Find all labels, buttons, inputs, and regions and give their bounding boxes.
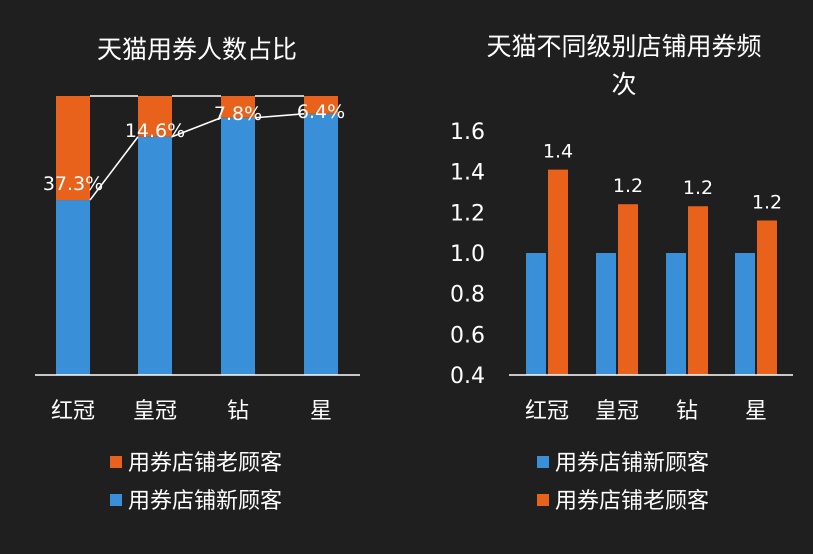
chart2-bar-old-0 [548,169,568,375]
chart2-y-tick-3: 1.0 [450,242,485,267]
chart1-data-label-2: 7.8% [214,103,262,125]
chart1-bar-old-2 [221,96,255,118]
chart2-data-label-1: 1.2 [613,175,643,197]
chart2-data-label-2: 1.2 [683,177,713,199]
chart1-connector-new-0 [89,136,139,201]
chart1-bar-new-3 [304,113,338,375]
chart1-legend-label-0: 用券店铺老顾客 [128,451,282,476]
chart2-bar-old-2 [688,206,708,375]
chart2-legend-swatch-1 [537,494,549,506]
chart1-legend-swatch-0 [110,456,122,468]
chart2-bar-old-1 [618,204,638,375]
chart1-x-tick-2: 钻 [227,399,249,424]
chart2-data-label-0: 1.4 [543,141,573,163]
chart2-bar-new-0 [526,253,546,375]
chart1-legend-swatch-1 [110,494,122,506]
chart2-data-label-3: 1.2 [752,191,782,213]
chart1-data-label-0: 37.3% [43,173,103,195]
chart1-x-tick-0: 红冠 [51,399,95,424]
chart2-y-tick-2: 0.8 [450,283,485,308]
chart1-data-label-3: 6.4% [297,101,345,123]
chart1-bar-new-1 [138,136,172,375]
chart1-legend-label-1: 用券店铺新顾客 [128,489,282,514]
chart1-x-tick-3: 星 [310,399,332,424]
chart2-x-tick-3: 星 [745,399,767,424]
chart2-bar-old-3 [757,220,777,375]
chart1-bar-new-0 [56,200,90,375]
chart1-bar-old-1 [138,96,172,137]
chart2-y-tick-5: 1.4 [450,161,485,186]
chart1-data-label-1: 14.6% [125,120,185,142]
chart2-title: 天猫不同级别店铺用券频次 [486,32,761,99]
chart2-legend-label-1: 用券店铺老顾客 [555,489,709,514]
chart2-bar-new-3 [735,253,755,375]
chart2-x-tick-2: 钻 [676,399,698,424]
chart2-legend-swatch-0 [537,456,549,468]
chart2-legend-label-0: 用券店铺新顾客 [555,451,709,476]
chart1-x-tick-1: 皇冠 [133,399,177,424]
chart2-y-tick-1: 0.6 [450,323,485,348]
chart2-y-tick-6: 1.6 [450,120,485,145]
chart1-title: 天猫用券人数占比 [97,35,297,64]
chart1-bar-new-2 [221,117,255,376]
chart1-bar-old-0 [56,96,90,201]
chart1-connector-new-1 [171,117,222,138]
chart2-y-tick-0: 0.4 [450,364,485,389]
chart2-bar-new-1 [596,253,616,375]
chart2-y-tick-4: 1.2 [450,201,485,226]
chart1-connector-new-2 [254,113,305,119]
chart1-bar-old-3 [304,96,338,114]
chart2-x-tick-0: 红冠 [525,399,569,424]
chart2-x-tick-1: 皇冠 [595,399,639,424]
chart2-bar-new-2 [666,253,686,375]
